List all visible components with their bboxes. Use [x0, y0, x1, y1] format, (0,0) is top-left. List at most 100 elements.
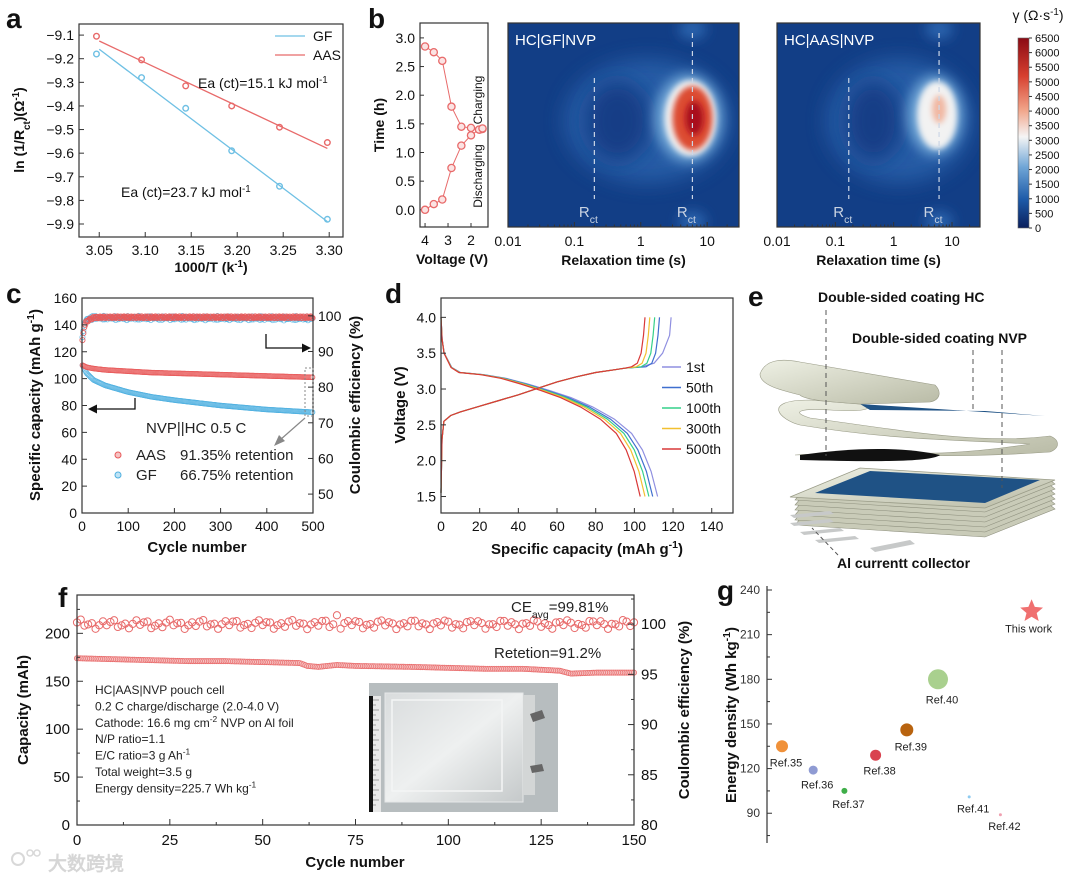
- ruler: [373, 696, 381, 812]
- ce-point: [485, 620, 494, 629]
- y-tick-label: 0: [62, 817, 70, 834]
- rct-label: Rct: [579, 204, 598, 226]
- ce-point: [351, 617, 360, 626]
- colorbar-title: γ (Ω·s-1): [1012, 7, 1063, 24]
- y-tick-label: 20: [61, 478, 77, 494]
- data-point-ref-42: [998, 813, 1002, 817]
- tab-negative: [530, 764, 544, 773]
- al-current-collector-tab: [870, 540, 915, 552]
- nvp-coating-bottom: [815, 471, 1040, 503]
- ce-point-aas: [146, 315, 153, 322]
- x-tick-label: 20: [472, 518, 488, 534]
- colorbar-tick-label: 3500: [1035, 121, 1059, 133]
- x-axis-label: Specific capacity (mAh g-1): [491, 539, 683, 558]
- ce-point: [459, 624, 468, 633]
- x-tick-label: 3: [444, 232, 452, 248]
- y-tick-label: 140: [54, 317, 78, 333]
- plot-frame-a: [78, 23, 344, 238]
- ce-point: [303, 624, 312, 634]
- ce-point: [87, 619, 96, 628]
- ce-point: [214, 624, 223, 633]
- data-point-aas: [228, 102, 236, 110]
- colorbar-tick-label: 4500: [1035, 91, 1059, 103]
- ce-point: [392, 624, 401, 634]
- ce-point: [395, 620, 405, 629]
- y-tick-label: 240: [740, 583, 760, 597]
- ce-point: [425, 624, 434, 634]
- y-tick-label: −9.7: [46, 169, 74, 185]
- label-al-collector: Al currentt collector: [837, 555, 971, 571]
- ce-point: [581, 623, 590, 632]
- x-axis-label: Relaxation time (s): [816, 252, 940, 268]
- data-point-aas: [276, 123, 284, 131]
- data-point-gf: [228, 147, 236, 155]
- y-tick-label: 1.5: [417, 489, 437, 505]
- colorbar-tick-label: 5500: [1035, 62, 1059, 74]
- legend-label: AAS: [313, 47, 341, 63]
- point-label: Ref.39: [895, 741, 927, 753]
- ce-point: [110, 616, 119, 625]
- ce-point: [615, 622, 624, 631]
- ce-point: [124, 624, 134, 633]
- data-point-discharging: [478, 124, 487, 133]
- data-point-discharging: [466, 131, 476, 140]
- pouch-cell-edge: [391, 699, 503, 792]
- hc-roll: [759, 359, 940, 405]
- data-point-discharging: [457, 141, 466, 150]
- colorbar-tick-label: 4000: [1035, 106, 1059, 118]
- data-point-ref-36: [808, 765, 818, 775]
- pointer-line-al: [811, 527, 839, 556]
- x-tick-label: 3.30: [316, 242, 343, 258]
- panel-label-g: g: [717, 575, 734, 606]
- legend-retention: 91.35% retention: [180, 447, 293, 464]
- y-right-tick-label: 95: [641, 666, 658, 683]
- ruler-edge: [369, 696, 373, 812]
- ce-point: [199, 615, 208, 625]
- annotation-ea-aas: Ea (ct)=15.1 kJ mol-1: [198, 75, 328, 92]
- heatmap-aas: [777, 23, 980, 227]
- legend-label: 500th: [686, 441, 721, 457]
- data-point-charging: [466, 123, 476, 133]
- x-tick-label: 300: [209, 518, 233, 534]
- ce-point: [362, 620, 371, 629]
- data-point-ref-37: [841, 787, 848, 794]
- data-point-ref-41: [967, 795, 971, 799]
- ce-point: [407, 616, 416, 625]
- y-tick-label: 160: [54, 290, 78, 306]
- ce-point: [106, 617, 115, 627]
- ce-point: [525, 621, 535, 630]
- x-axis-label: Relaxation time (s): [561, 252, 685, 268]
- x-tick-label: 0.01: [494, 233, 521, 249]
- info-line: Energy density=225.7 Wh kg-1: [95, 779, 257, 795]
- point-label: Ref.37: [832, 799, 864, 811]
- colorbar-tick-label: 2500: [1035, 150, 1059, 162]
- ce-point: [262, 618, 271, 627]
- charge-curve-300th: [440, 317, 651, 493]
- ce-point: [117, 621, 126, 630]
- y-right-tick-label: 80: [641, 817, 658, 834]
- ce-point: [462, 618, 471, 627]
- data-point-gf: [323, 215, 331, 223]
- ce-point: [618, 616, 627, 625]
- arrowhead: [302, 343, 311, 353]
- discharge-curve-100th: [440, 317, 650, 497]
- annotation-discharging: Discharging: [471, 144, 485, 207]
- x-tick-label: 0.01: [763, 233, 790, 249]
- y-right-axis-label: Coulombic efficiency (%): [347, 316, 364, 494]
- x-tick-label: 3.20: [224, 242, 251, 258]
- colorbar-tick-label: 5000: [1035, 77, 1059, 89]
- gamma-low-region: [585, 80, 650, 161]
- ce-point: [514, 625, 523, 634]
- x-axis-label: Cycle number: [147, 539, 246, 556]
- ce-point: [603, 624, 613, 633]
- colorbar-tick-label: 3000: [1035, 135, 1059, 147]
- x-axis-label: 1000/T (k-1): [174, 259, 247, 276]
- ce-point: [410, 616, 420, 625]
- ce-point: [84, 620, 93, 629]
- info-line: HC|AAS|NVP pouch cell: [95, 683, 224, 697]
- y-tick-label: 3.0: [396, 30, 416, 46]
- ce-point: [607, 619, 616, 628]
- ce-point: [440, 616, 449, 625]
- colorbar: [1017, 37, 1030, 229]
- data-point-ref-39: [900, 723, 914, 737]
